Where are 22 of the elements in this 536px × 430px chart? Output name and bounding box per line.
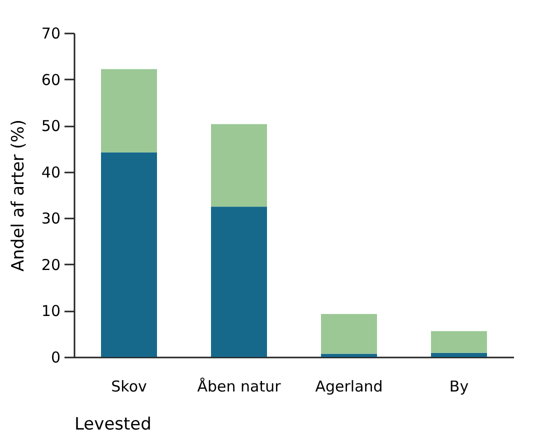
x-tick-label: Åben natur [197, 378, 282, 396]
y-tick-label: 50 [41, 117, 60, 136]
y-tick-label: 10 [41, 302, 60, 320]
x-tick-label: Agerland [315, 378, 383, 396]
y-tick-label: 70 [41, 24, 60, 42]
y-tick-label: 40 [41, 163, 60, 182]
bar [101, 69, 157, 152]
bar [321, 354, 377, 357]
bar [211, 206, 267, 357]
bar [101, 152, 157, 357]
bar [321, 314, 377, 354]
y-tick-label: 20 [41, 256, 60, 274]
y-tick-label: 0 [50, 348, 60, 366]
x-tick-label: Skov [111, 378, 147, 396]
y-tick-label: 30 [41, 210, 60, 228]
y-axis-title: Andel af arter (%) [8, 120, 28, 272]
x-tick-label: By [449, 378, 469, 396]
x-axis-title: Levested [74, 414, 152, 430]
bar [431, 331, 487, 353]
bar [211, 124, 267, 207]
bar [431, 352, 487, 357]
y-tick-label: 60 [41, 70, 60, 89]
